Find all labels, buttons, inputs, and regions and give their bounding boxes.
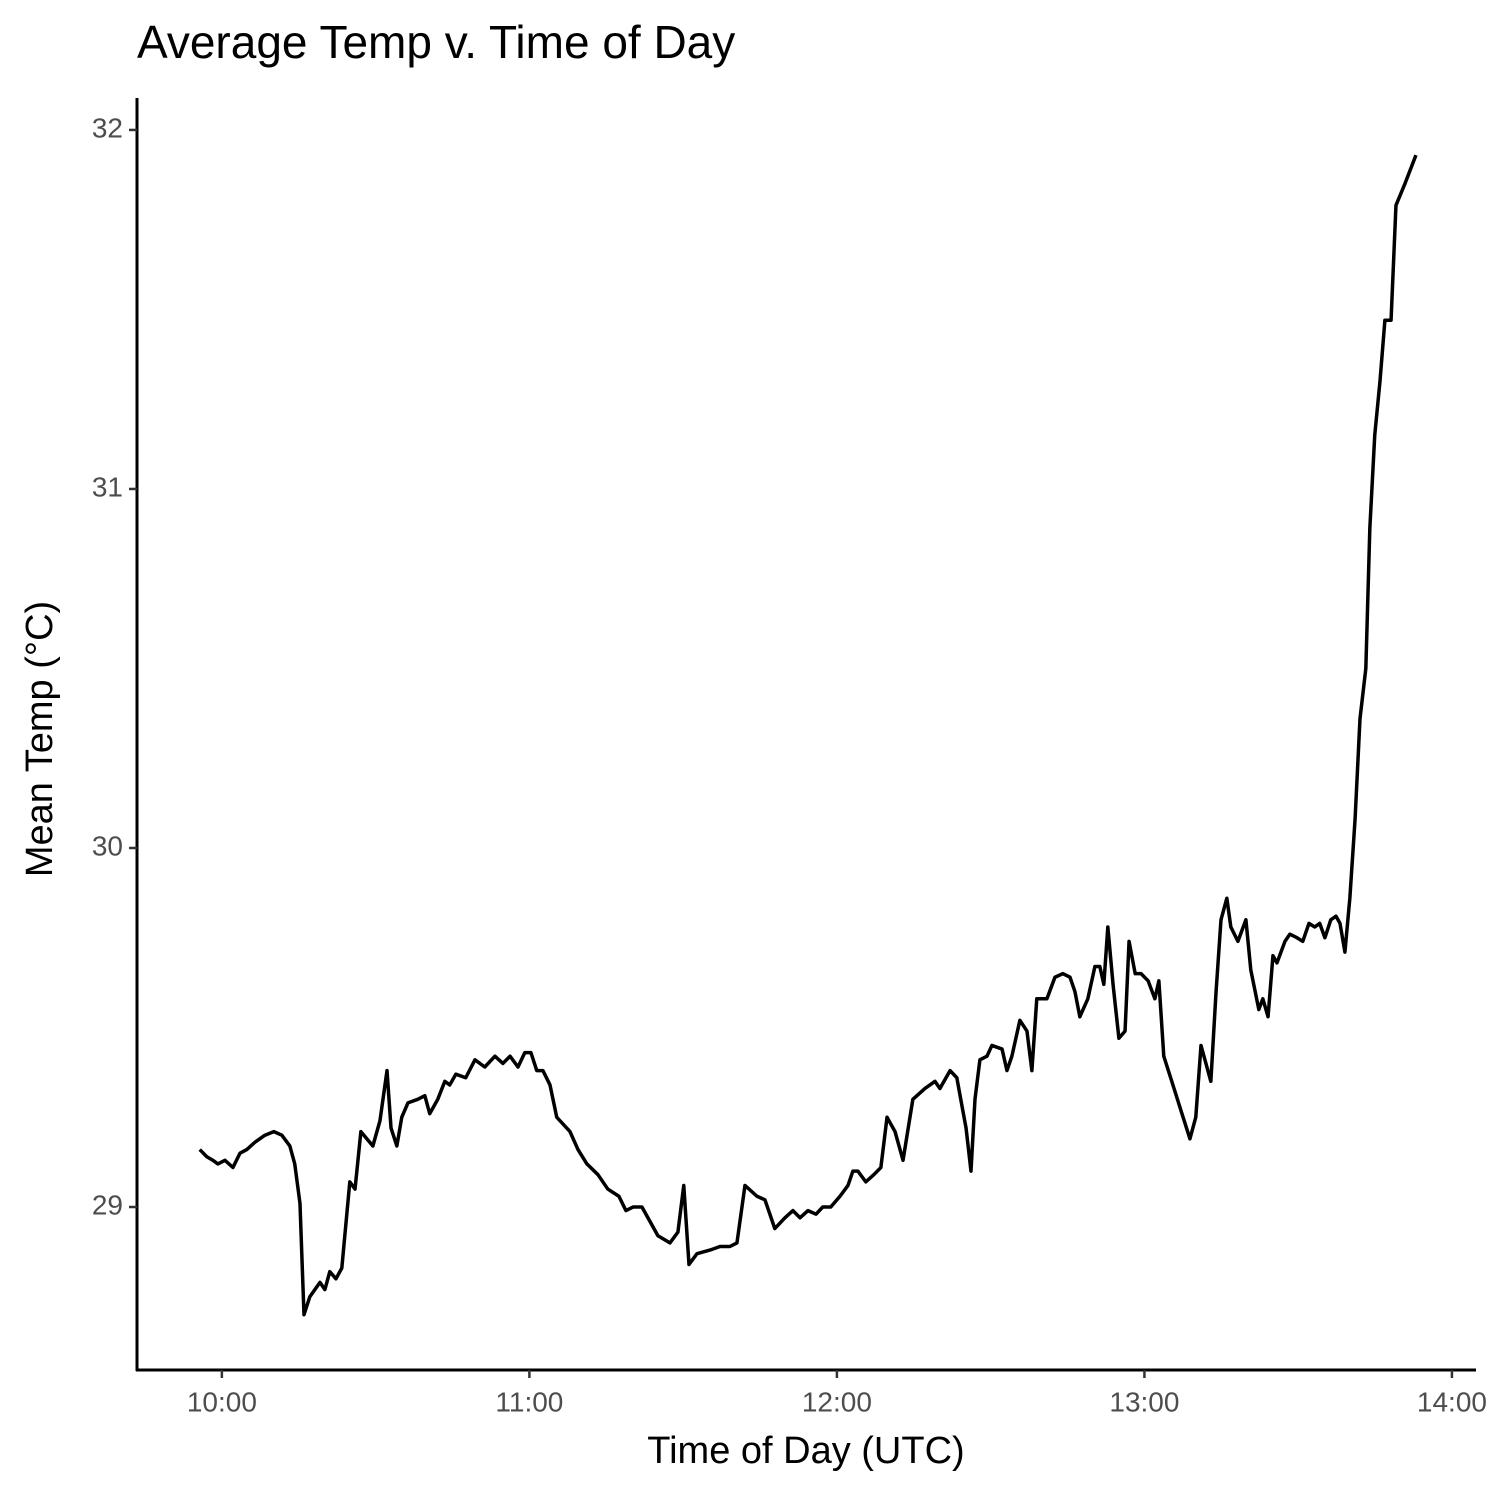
y-axis-label: Mean Temp (°C)	[19, 601, 61, 877]
data-line	[198, 154, 1418, 1317]
chart-title: Average Temp v. Time of Day	[137, 16, 735, 68]
y-tick-label: 31	[92, 471, 123, 502]
x-tick-label: 10:00	[187, 1386, 257, 1417]
x-tick-label: 13:00	[1109, 1386, 1179, 1417]
y-tick-label: 30	[92, 830, 123, 861]
y-tick-label: 32	[92, 112, 123, 143]
x-axis-label: Time of Day (UTC)	[647, 1430, 964, 1472]
x-tick-label: 12:00	[802, 1386, 872, 1417]
y-tick-label: 29	[92, 1189, 123, 1220]
x-tick-label: 14:00	[1417, 1386, 1487, 1417]
x-tick-label: 11:00	[495, 1386, 563, 1417]
